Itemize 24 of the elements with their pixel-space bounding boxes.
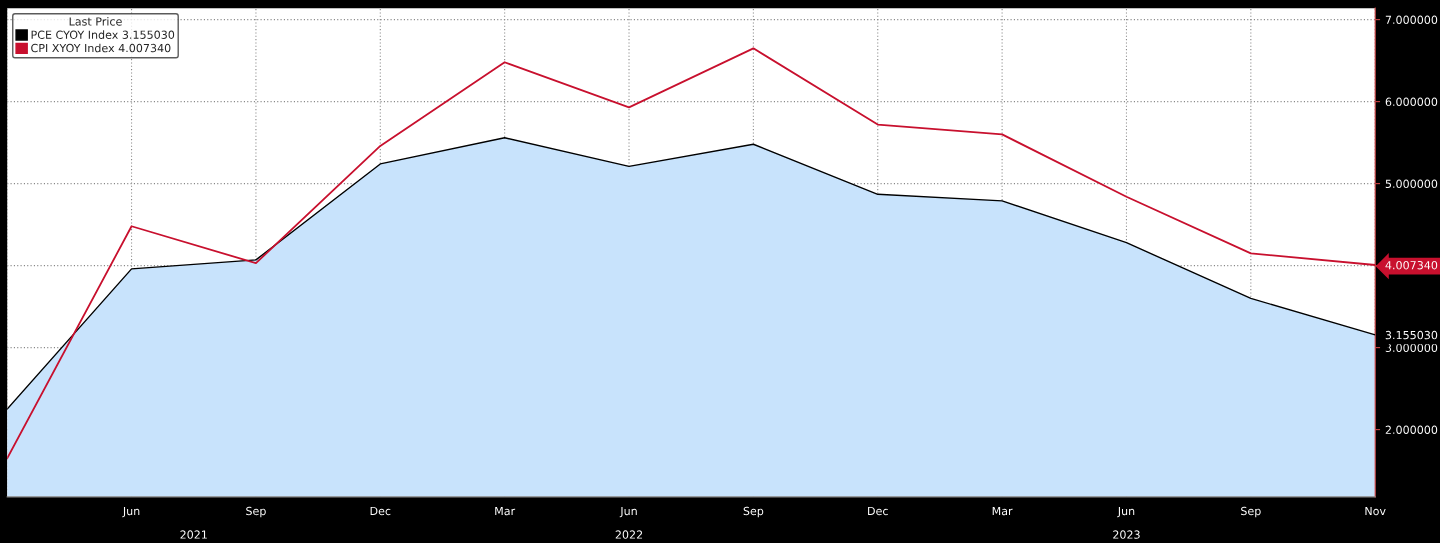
legend-title: Last Price [69, 17, 122, 26]
text: 2021 [180, 530, 207, 539]
x-tick-label: Nov [1365, 506, 1386, 516]
y-tick-label: 7.000000 [1385, 15, 1438, 24]
x-tick-label: Mar [992, 506, 1013, 516]
x-tick-label: Sep [743, 506, 764, 518]
legend-label: PCE CYOY Index 3.155030 [31, 30, 175, 39]
y-tick-label: 4.007340 [1385, 260, 1438, 270]
x-tick-label: Dec [868, 506, 888, 516]
y-tick-label: 5.000000 [1385, 179, 1438, 188]
x-tick-label: Jun [122, 506, 140, 518]
x-tick-label: Mar [495, 506, 516, 516]
legend-label: CPI XYOY Index 4.007340 [31, 43, 171, 53]
text: 2023 [1113, 530, 1140, 539]
x-tick-label: Sep [1241, 506, 1261, 518]
x-tick-label: Jun [619, 506, 637, 518]
x-tick-label: Jun [1117, 506, 1135, 518]
x-tick-label: Dec [370, 506, 391, 516]
text: 2022 [615, 530, 643, 539]
x-tick-label: Sep [246, 506, 266, 518]
y-tick-label: 3.155030 [1385, 330, 1438, 340]
y-tick-label: 3.000000 [1385, 343, 1438, 352]
y-tick-label: 2.000000 [1385, 425, 1438, 434]
y-tick-label: 6.000000 [1385, 97, 1438, 106]
